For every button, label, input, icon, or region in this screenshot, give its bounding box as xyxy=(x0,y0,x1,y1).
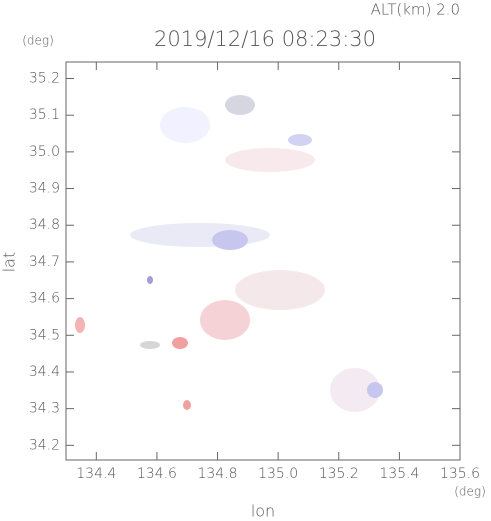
y-tick-label: 34.9 xyxy=(29,181,60,197)
plot-frame xyxy=(65,61,461,461)
x-tick-label: 134.4 xyxy=(76,466,116,482)
y-tick-label: 34.2 xyxy=(29,437,60,453)
y-tick-label: 35.1 xyxy=(29,107,60,123)
echo xyxy=(288,134,312,146)
y-tick-label: 34.6 xyxy=(29,291,60,307)
y-tick-label: 34.5 xyxy=(29,327,60,343)
echo xyxy=(200,300,250,340)
echo xyxy=(225,148,315,172)
radar-echoes xyxy=(75,95,383,412)
y-tick-label: 35.2 xyxy=(29,71,60,87)
y-tick-label: 34.4 xyxy=(29,364,60,380)
echo xyxy=(160,107,210,143)
echo xyxy=(330,368,380,412)
echo xyxy=(235,270,325,310)
echo xyxy=(183,400,191,410)
x-axis-label: lon xyxy=(251,502,275,521)
echo xyxy=(140,341,160,349)
x-tick-label: 134.6 xyxy=(137,466,177,482)
annotation: ALT(km) 2.0 xyxy=(371,1,460,19)
y-tick-label: 34.7 xyxy=(29,254,60,270)
echo xyxy=(75,317,85,333)
echo xyxy=(147,276,153,284)
x-tick-label: 135.2 xyxy=(319,466,359,482)
x-tick-label: 135.4 xyxy=(379,466,419,482)
y-tick-label: 35.0 xyxy=(29,144,60,160)
x-unit: (deg) xyxy=(454,485,486,499)
y-tick-label: 34.3 xyxy=(29,401,60,417)
chart-title: 2019/12/16 08:23:30 xyxy=(154,27,376,51)
x-tick-label: 134.8 xyxy=(197,466,237,482)
y-unit: (deg) xyxy=(22,34,54,48)
echo xyxy=(225,95,255,115)
x-tick-label: 135.6 xyxy=(440,466,480,482)
echo xyxy=(130,223,270,247)
x-tick-label: 135.0 xyxy=(258,466,298,482)
echo xyxy=(212,230,248,250)
y-tick-label: 34.8 xyxy=(29,217,60,233)
y-axis-label: lat xyxy=(0,252,19,273)
echo xyxy=(172,337,188,349)
echo xyxy=(367,382,383,398)
